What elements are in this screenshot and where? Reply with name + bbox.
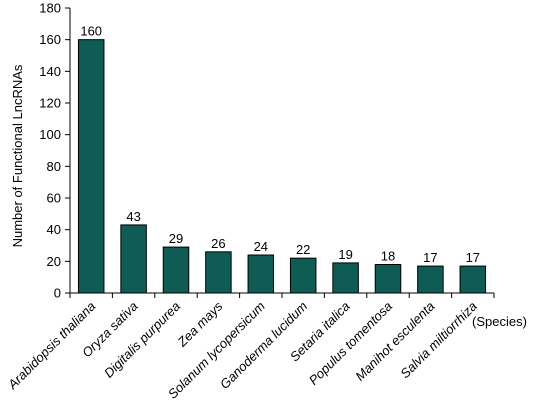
y-tick-label: 180 [39, 1, 61, 16]
y-tick-label: 140 [39, 64, 61, 79]
x-tick-label: Manihot esculenta [352, 299, 437, 384]
bar [162, 246, 190, 294]
data-label: 24 [254, 239, 268, 254]
data-label: 18 [381, 249, 395, 264]
bar [289, 257, 317, 294]
data-label: 160 [80, 24, 102, 39]
y-tick-label: 120 [39, 96, 61, 111]
y-tick-label: 0 [54, 286, 61, 301]
data-label: 19 [338, 247, 352, 262]
bar [374, 264, 402, 294]
y-axis-title: Number of Functional LncRNAs [10, 64, 25, 247]
data-label: 43 [126, 209, 140, 224]
bar [247, 254, 275, 294]
data-label: 29 [169, 231, 183, 246]
bar [77, 39, 105, 294]
y-tick-label: 100 [39, 127, 61, 142]
data-label: 22 [296, 242, 310, 257]
x-tick-label: Digitalis purpurea [101, 299, 183, 381]
y-tick-label: 20 [47, 254, 61, 269]
data-label: 26 [211, 236, 225, 251]
bar [120, 224, 147, 294]
y-tick-label: 60 [47, 191, 61, 206]
x-tick-label: Salvia miltiorrhiza [397, 299, 480, 382]
x-axis-title: (Species) [472, 314, 527, 329]
data-label: 17 [423, 250, 437, 265]
bar [205, 251, 232, 294]
y-tick-label: 80 [47, 159, 61, 174]
y-axis: 0 20 40 60 80 100 120 140 160 180 [39, 1, 71, 301]
y-tick-label: 160 [39, 32, 61, 47]
bars: 160 43 29 26 24 22 19 18 17 17 [77, 24, 487, 294]
data-label: 17 [466, 250, 480, 265]
bar [332, 262, 359, 294]
y-tick-label: 40 [47, 222, 61, 237]
bar [417, 265, 444, 294]
bar [459, 265, 487, 294]
